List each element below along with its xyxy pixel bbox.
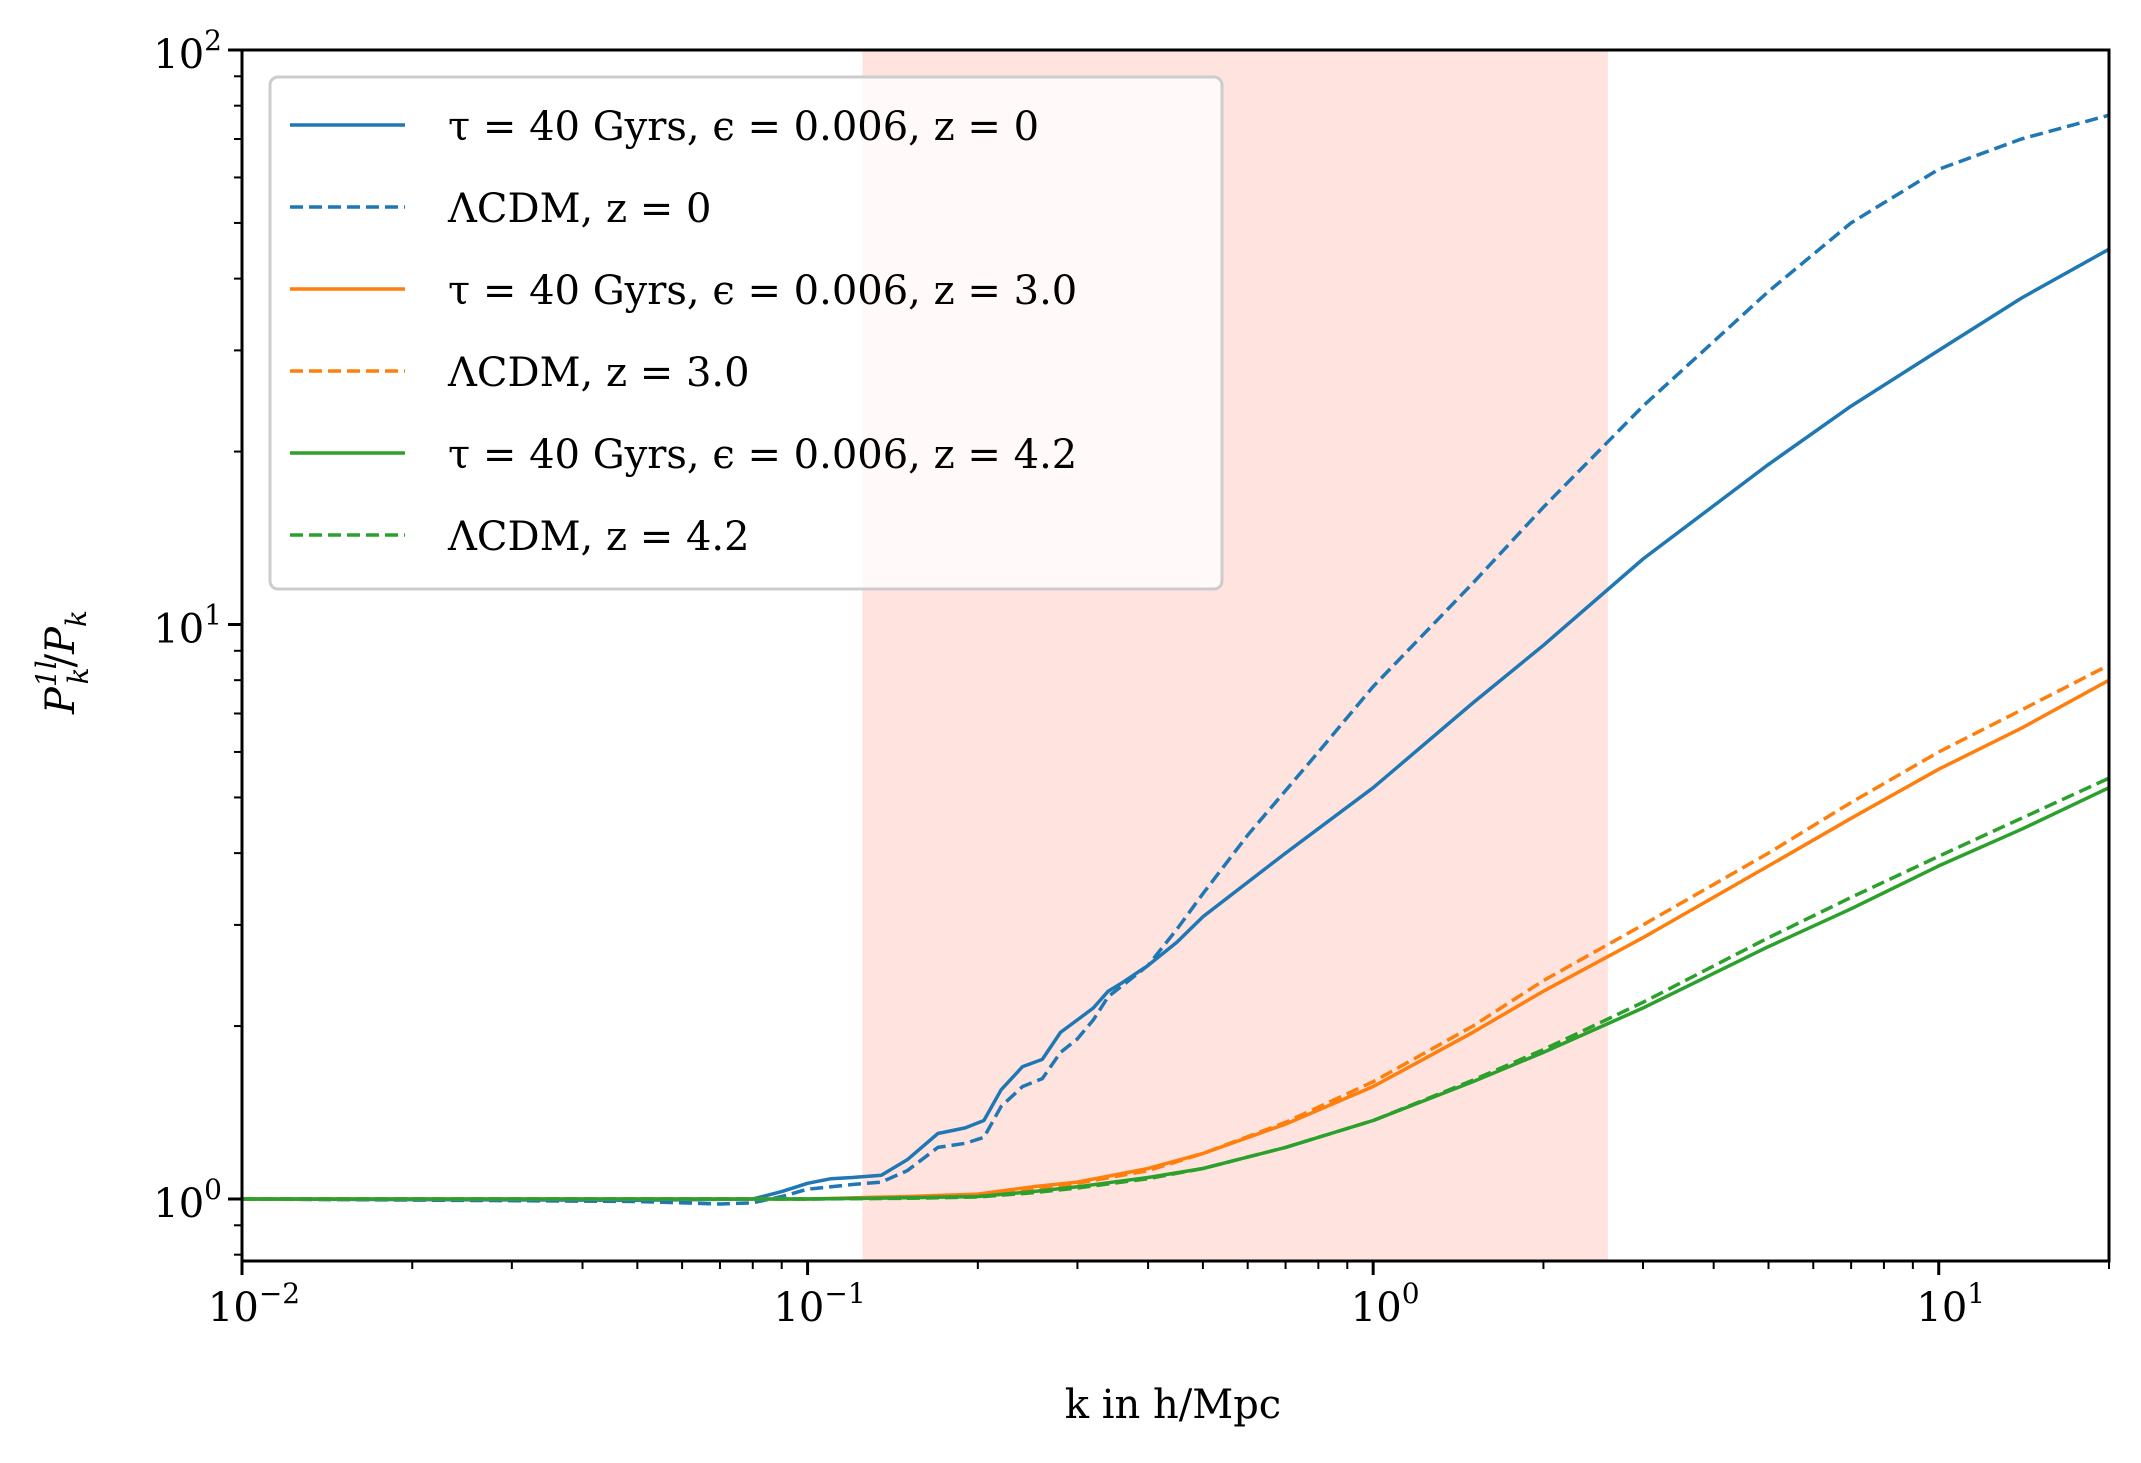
legend: τ = 40 Gyrs, ϵ = 0.006, z = 0 ΛCDM, z = … [268,75,1224,591]
series-line-6 [242,776,2110,1201]
y-tick-label: 102 [153,24,222,78]
y-tick-label: 100 [153,1173,222,1227]
legend-entry-label: τ = 40 Gyrs, ϵ = 0.006, z = 3.0 [448,268,1077,314]
x-axis-label: k in h/Mpc [1065,1382,1281,1428]
x-tick-label: 10−1 [773,1277,865,1331]
plot-frame [240,48,2111,1263]
series-line-2 [241,113,2110,1206]
x-tick-label: 10−2 [208,1277,300,1331]
legend-box [268,75,1224,591]
x-tick-label: 101 [1916,1277,1985,1331]
y-axis-label: P1lk/Pk [30,610,95,715]
x-tick-label: 100 [1351,1277,1420,1331]
y-tick-labels: 100 101 102 [153,24,222,1227]
legend-entry-label: ΛCDM, z = 0 [447,186,711,232]
legend-entry-label: τ = 40 Gyrs, ϵ = 0.006, z = 4.2 [448,432,1077,478]
legend-entry-label: ΛCDM, z = 3.0 [447,350,750,396]
series-group [241,113,2110,1206]
y-tick-label: 101 [153,599,222,653]
legend-entry-label: ΛCDM, z = 4.2 [447,514,750,560]
x-tick-labels: 10−2 10−1 100 101 [208,1277,1985,1331]
legend-entry-label: τ = 40 Gyrs, ϵ = 0.006, z = 0 [448,104,1039,150]
series-line-1 [241,247,2110,1203]
